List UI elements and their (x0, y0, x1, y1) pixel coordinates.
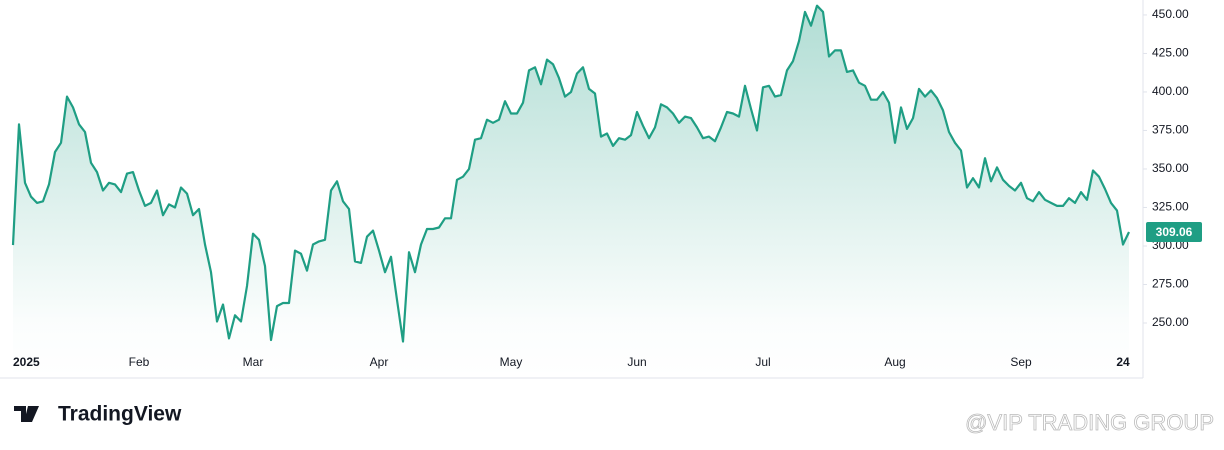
logo-icon (14, 406, 39, 422)
last-price-label: 309.06 (1156, 225, 1193, 239)
y-tick-label: 325.00 (1152, 200, 1189, 214)
logo: TradingView (14, 403, 182, 426)
y-tick-label: 375.00 (1152, 123, 1189, 137)
y-tick-label: 400.00 (1152, 84, 1189, 98)
y-tick-label: 450.00 (1152, 7, 1189, 21)
price-line (11, 4, 1130, 343)
watermark: @VIP TRADING GROUP (965, 410, 1214, 435)
last-price-badge (1146, 222, 1202, 243)
logo-text: TradingView (58, 403, 182, 426)
y-tick-label: 425.00 (1152, 46, 1189, 60)
y-tick-label: 275.00 (1152, 277, 1189, 291)
y-tick-label: 350.00 (1152, 161, 1189, 175)
y-tick-label: 250.00 (1152, 315, 1189, 329)
